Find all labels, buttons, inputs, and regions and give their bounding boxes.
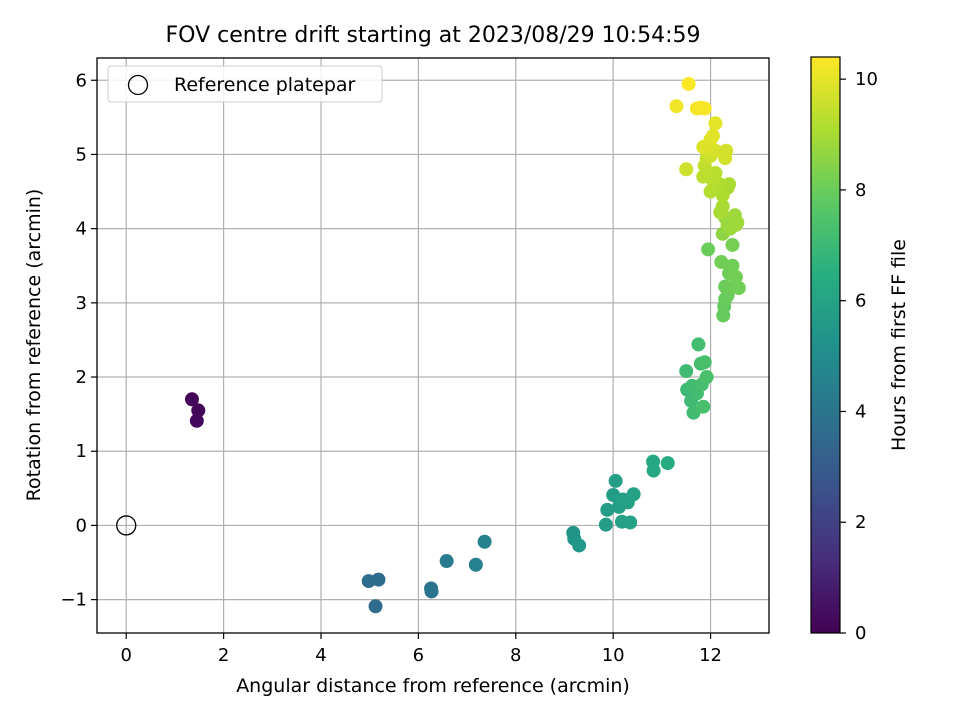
- data-point: [731, 281, 746, 295]
- x-tick-label: 2: [218, 645, 229, 666]
- colorbar: 0 2 4 6 8 10 Hours from first FF file: [810, 56, 910, 644]
- data-point: [477, 534, 492, 549]
- data-point: [697, 101, 712, 116]
- data-point: [703, 184, 718, 199]
- data-point: [608, 473, 623, 488]
- legend: Reference platepar: [107, 65, 383, 103]
- colorbar-tick-label: 10: [855, 69, 878, 90]
- data-point: [371, 572, 386, 587]
- y-axis-label: Rotation from reference (arcmin): [23, 189, 45, 502]
- data-point: [191, 403, 206, 418]
- y-tick-label: 6: [76, 70, 87, 91]
- legend-label: Reference platepar: [174, 74, 356, 96]
- y-tick-label: 0: [76, 515, 87, 536]
- data-point: [718, 151, 733, 166]
- colorbar-ticks: 0 2 4 6 8 10: [840, 69, 878, 644]
- data-point: [725, 237, 740, 252]
- data-point: [184, 392, 199, 407]
- data-point: [679, 162, 694, 177]
- data-points: [116, 76, 746, 614]
- data-point: [696, 399, 711, 414]
- x-tick-label: 4: [315, 645, 326, 666]
- colorbar-tick-label: 4: [855, 401, 866, 422]
- colorbar-tick-label: 2: [855, 512, 866, 533]
- data-point: [708, 116, 723, 131]
- data-point: [623, 515, 638, 530]
- data-point: [660, 456, 675, 471]
- legend-marker-open-circle: [127, 74, 149, 96]
- x-tick-label: 8: [510, 645, 521, 666]
- data-point: [722, 177, 737, 192]
- data-point: [424, 584, 439, 599]
- data-point: [626, 487, 641, 502]
- data-point: [646, 463, 661, 478]
- colorbar-tick-label: 6: [855, 291, 866, 312]
- y-tick-label: 4: [76, 219, 87, 240]
- colorbar-tick-label: 8: [855, 180, 866, 201]
- y-tick-label: −1: [60, 590, 87, 611]
- data-point: [368, 599, 383, 614]
- data-point: [600, 502, 615, 517]
- data-point: [706, 128, 720, 143]
- data-point: [468, 557, 483, 572]
- data-point: [728, 269, 743, 284]
- data-point: [725, 258, 740, 273]
- data-point: [699, 370, 714, 385]
- colorbar-label: Hours from first FF file: [888, 239, 910, 451]
- grid: [97, 58, 769, 633]
- data-point: [189, 413, 204, 428]
- y-tick-label: 2: [76, 367, 87, 388]
- data-point: [681, 76, 696, 91]
- data-point: [696, 169, 711, 184]
- x-tick-label: 12: [699, 645, 722, 666]
- x-tick-label: 0: [120, 645, 131, 666]
- legend-box: [107, 65, 383, 103]
- data-point: [701, 242, 716, 257]
- x-axis-label: Angular distance from reference (arcmin): [236, 675, 630, 697]
- y-tick-label: 5: [76, 144, 87, 165]
- chart-title: FOV centre drift starting at 2023/08/29 …: [166, 23, 701, 48]
- data-point: [697, 355, 712, 370]
- data-point: [730, 215, 745, 230]
- data-point: [715, 199, 730, 214]
- data-point: [598, 517, 613, 532]
- data-point: [572, 538, 587, 553]
- data-point: [708, 143, 723, 158]
- data-point: [714, 255, 729, 270]
- data-point: [691, 337, 706, 352]
- data-point: [669, 99, 684, 114]
- data-point: [679, 364, 694, 379]
- colorbar-bar: [810, 56, 841, 634]
- x-tick-label: 10: [602, 645, 625, 666]
- data-point: [439, 554, 454, 569]
- y-tick-label: 1: [76, 441, 87, 462]
- reference-point: [116, 515, 137, 536]
- x-tick-label: 6: [413, 645, 424, 666]
- colorbar-tick-label: 0: [855, 623, 866, 644]
- y-tick-label: 3: [76, 293, 87, 314]
- plot-frame: [96, 57, 770, 634]
